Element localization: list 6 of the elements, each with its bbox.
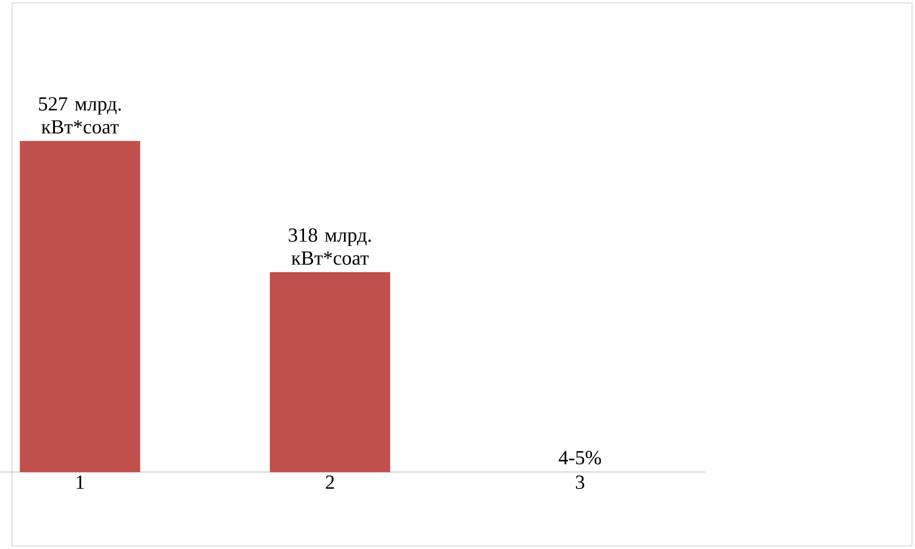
x-tick-label: 2 xyxy=(326,476,334,489)
x-tick-label: 3 xyxy=(576,476,584,489)
data-label: 527 млрд. кВт*соат xyxy=(39,97,121,134)
x-tick-label: 1 xyxy=(76,476,84,489)
text: 4-5% xyxy=(558,450,601,464)
data-label: 318 млрд. кВт*соат xyxy=(288,228,371,265)
